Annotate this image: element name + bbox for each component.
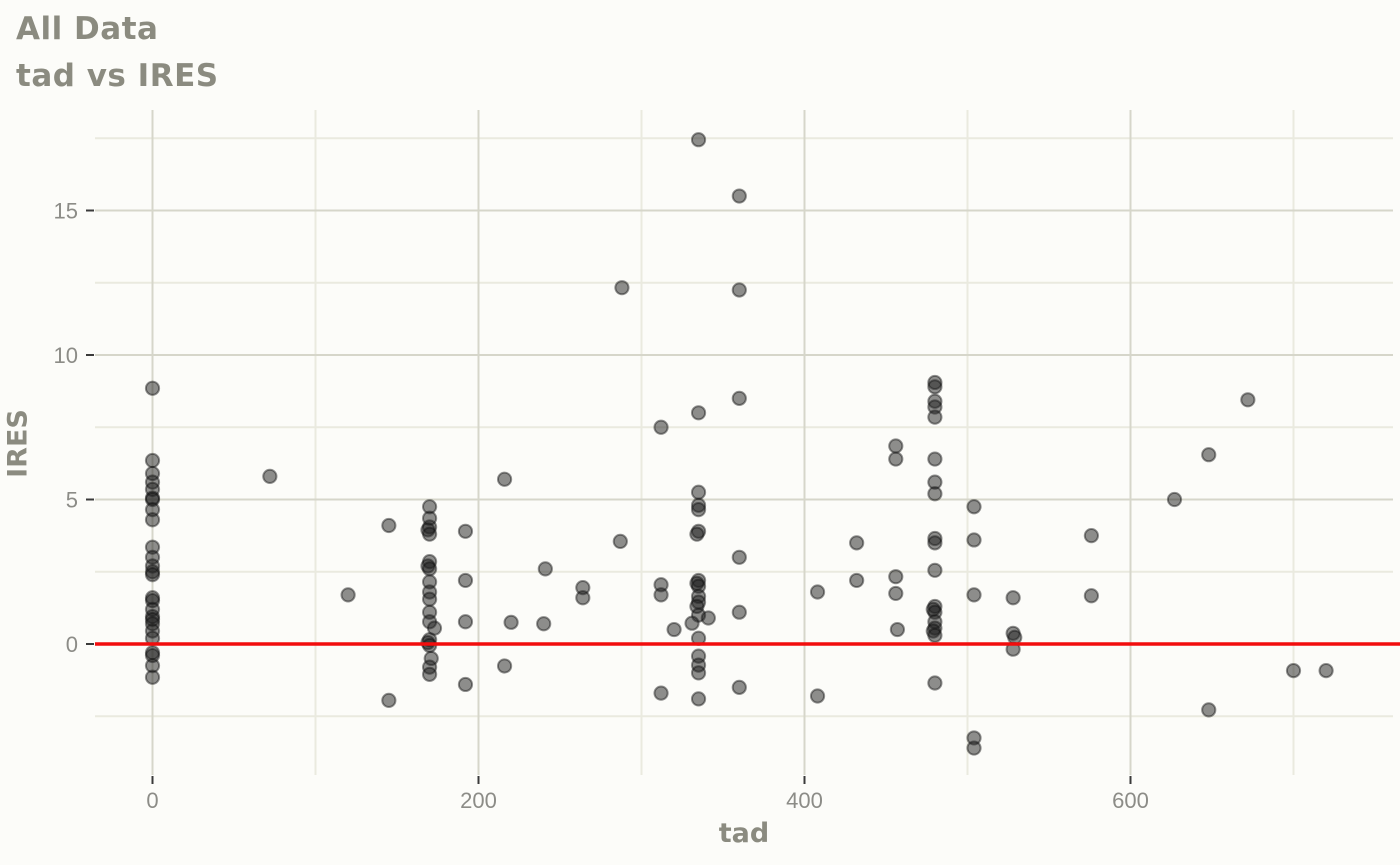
plot-title: All Data	[16, 11, 159, 47]
x-tick-label: 600	[1112, 788, 1149, 813]
y-tick-label: 15	[54, 199, 78, 224]
data-point	[422, 526, 438, 542]
data-point	[340, 587, 356, 603]
data-point	[381, 692, 397, 708]
data-point	[144, 512, 161, 528]
data-point	[1201, 702, 1217, 718]
data-point	[731, 390, 747, 406]
data-point	[1166, 491, 1183, 508]
data-point	[496, 658, 513, 674]
data-point	[457, 676, 474, 693]
data-point	[927, 535, 943, 551]
data-point	[927, 486, 943, 502]
data-point	[849, 535, 865, 551]
data-point	[422, 591, 438, 607]
data-point	[575, 590, 591, 606]
data-point	[888, 569, 904, 585]
data-point	[889, 621, 906, 638]
data-point	[966, 740, 982, 756]
data-point	[1083, 528, 1099, 544]
data-point	[690, 502, 707, 518]
x-tick-label: 0	[146, 788, 158, 813]
data-point	[690, 665, 707, 681]
data-point	[809, 584, 826, 600]
data-point	[809, 688, 826, 704]
data-point	[1005, 590, 1021, 606]
data-point	[422, 666, 438, 682]
data-point	[653, 685, 669, 701]
data-point	[927, 562, 943, 578]
data-point	[966, 587, 982, 603]
data-point	[927, 627, 943, 643]
data-point	[684, 615, 700, 631]
data-point	[653, 419, 669, 435]
data-point	[612, 533, 628, 550]
data-point	[966, 499, 982, 515]
data-point	[1285, 662, 1302, 679]
data-point	[731, 188, 747, 204]
data-point	[496, 471, 513, 487]
data-point	[927, 675, 943, 691]
data-point	[731, 282, 747, 298]
x-tick-label: 200	[460, 788, 497, 813]
data-point	[1318, 662, 1334, 679]
data-point	[700, 610, 716, 626]
data-point	[666, 621, 682, 638]
data-point	[1083, 588, 1099, 604]
data-point	[888, 451, 904, 467]
data-point	[653, 587, 669, 603]
plot-subtitle: tad vs IRES	[16, 58, 219, 94]
data-point	[144, 380, 161, 396]
data-point	[536, 616, 552, 632]
data-point	[731, 549, 747, 565]
y-tick-label: 0	[66, 632, 78, 657]
data-point	[731, 604, 747, 620]
data-point	[731, 679, 747, 695]
data-point	[144, 452, 161, 469]
data-point	[457, 523, 474, 539]
x-tick-label: 400	[786, 788, 823, 813]
data-point	[689, 526, 705, 542]
x-axis-title: tad	[718, 818, 770, 849]
data-point	[537, 561, 553, 577]
y-tick-label: 10	[54, 343, 78, 368]
data-point	[966, 532, 982, 548]
data-point	[690, 484, 707, 500]
data-point	[614, 280, 630, 296]
data-point	[927, 409, 943, 425]
data-point	[927, 451, 943, 467]
data-point	[690, 405, 707, 421]
data-point	[422, 561, 438, 577]
data-point	[927, 379, 943, 395]
data-point	[144, 567, 161, 583]
data-point	[144, 669, 161, 685]
data-point	[690, 691, 707, 707]
data-point	[1201, 447, 1217, 463]
data-point	[381, 517, 397, 534]
data-point	[888, 585, 904, 602]
y-axis-title: IRES	[2, 409, 34, 478]
data-point	[457, 572, 474, 589]
data-point	[426, 620, 443, 636]
y-tick-label: 5	[66, 488, 78, 513]
data-point	[262, 468, 278, 484]
data-point	[1240, 392, 1256, 408]
data-point	[690, 132, 707, 148]
data-point	[457, 614, 474, 630]
data-point	[503, 614, 519, 630]
data-point	[849, 572, 865, 589]
data-point	[888, 438, 904, 454]
